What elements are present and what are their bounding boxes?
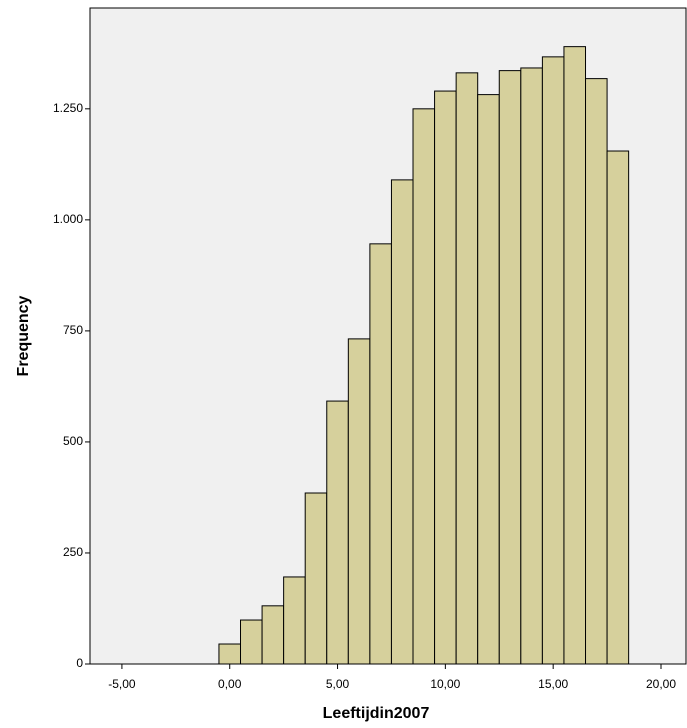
bar bbox=[606, 150, 630, 665]
x-tick-label: 10,00 bbox=[430, 677, 460, 691]
x-tick-label: 15,00 bbox=[538, 677, 568, 691]
bar bbox=[240, 619, 263, 665]
bar bbox=[304, 492, 328, 665]
bar bbox=[477, 94, 500, 665]
bar bbox=[585, 78, 608, 665]
bar bbox=[261, 605, 285, 665]
bar bbox=[347, 338, 371, 665]
x-axis-title: Leeftijdin2007 bbox=[323, 705, 430, 722]
bar bbox=[563, 46, 587, 665]
bar bbox=[541, 56, 565, 665]
bar bbox=[369, 243, 392, 665]
y-tick-label: 500 bbox=[63, 434, 83, 448]
bar bbox=[520, 67, 543, 665]
bar bbox=[498, 70, 522, 665]
bar bbox=[218, 643, 242, 665]
y-tick-label: 750 bbox=[63, 323, 83, 337]
bar bbox=[283, 576, 306, 665]
bar bbox=[412, 108, 436, 665]
bar bbox=[326, 400, 349, 665]
y-axis-title: Frequency bbox=[15, 295, 32, 376]
x-tick-label: 5,00 bbox=[326, 677, 350, 691]
y-tick-label: 250 bbox=[63, 545, 83, 559]
bar bbox=[455, 72, 479, 665]
y-tick-label: 1.000 bbox=[53, 212, 83, 226]
bar bbox=[434, 90, 457, 665]
x-tick-label: -5,00 bbox=[108, 677, 136, 691]
x-tick-label: 20,00 bbox=[646, 677, 676, 691]
y-tick-label: 0 bbox=[76, 656, 83, 670]
bar bbox=[390, 179, 414, 665]
x-tick-label: 0,00 bbox=[218, 677, 242, 691]
y-tick-label: 1.250 bbox=[53, 101, 83, 115]
